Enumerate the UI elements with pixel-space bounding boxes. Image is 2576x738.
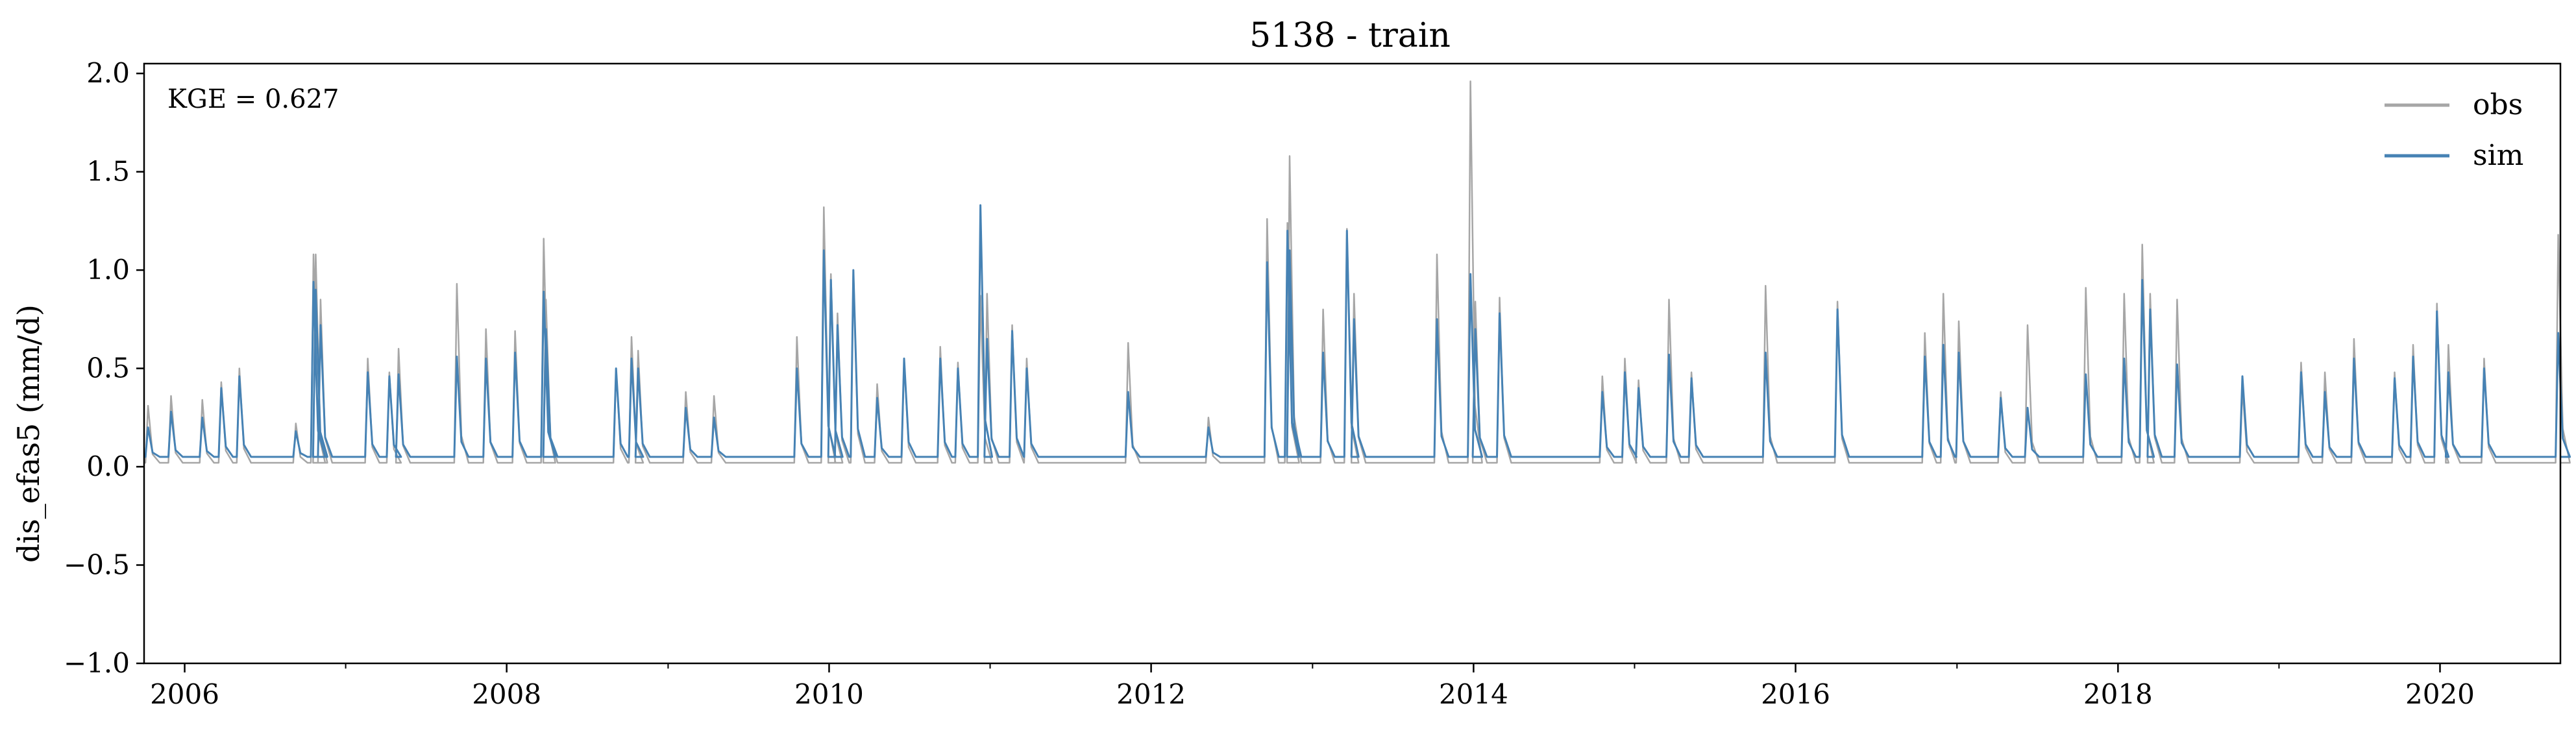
legend-sim-label: sim <box>2473 139 2523 172</box>
ticks-layer: −1.0 −0.5 0.0 0.5 1.0 1.5 2.0 2006 2008 2010 2012 2… <box>64 57 2475 710</box>
legend-obs-label: obs <box>2473 88 2523 121</box>
x-tick-label: 2018 <box>2083 678 2153 710</box>
x-tick-label: 2008 <box>472 678 541 710</box>
y-tick-label: 1.0 <box>86 254 130 286</box>
kge-annotation: KGE = 0.627 <box>167 84 339 114</box>
x-tick-label: 2014 <box>1439 678 1508 710</box>
y-tick-label: −1.0 <box>64 647 130 679</box>
series-layer <box>144 80 2571 464</box>
y-tick-label: −0.5 <box>64 549 130 581</box>
y-axis-title: dis_efas5 (mm/d) <box>11 304 46 563</box>
y-tick-label: 0.5 <box>86 352 130 384</box>
y-tick-label: 0.0 <box>86 450 130 482</box>
series-sim-line <box>144 204 2571 458</box>
chart-title: 5138 - train <box>1249 16 1451 55</box>
x-tick-label: 2012 <box>1116 678 1186 710</box>
legend: obs sim <box>2385 88 2523 172</box>
x-tick-label: 2020 <box>2405 678 2475 710</box>
x-tick-label: 2006 <box>150 678 219 710</box>
y-tick-label: 1.5 <box>86 156 130 188</box>
plot-frame <box>143 62 2562 665</box>
y-tick-label: 2.0 <box>86 57 130 89</box>
x-tick-label: 2016 <box>1761 678 1830 710</box>
x-tick-label: 2010 <box>794 678 864 710</box>
plot-area: −1.0 −0.5 0.0 0.5 1.0 1.5 2.0 2006 2008 2010 2012 2… <box>64 57 2571 710</box>
